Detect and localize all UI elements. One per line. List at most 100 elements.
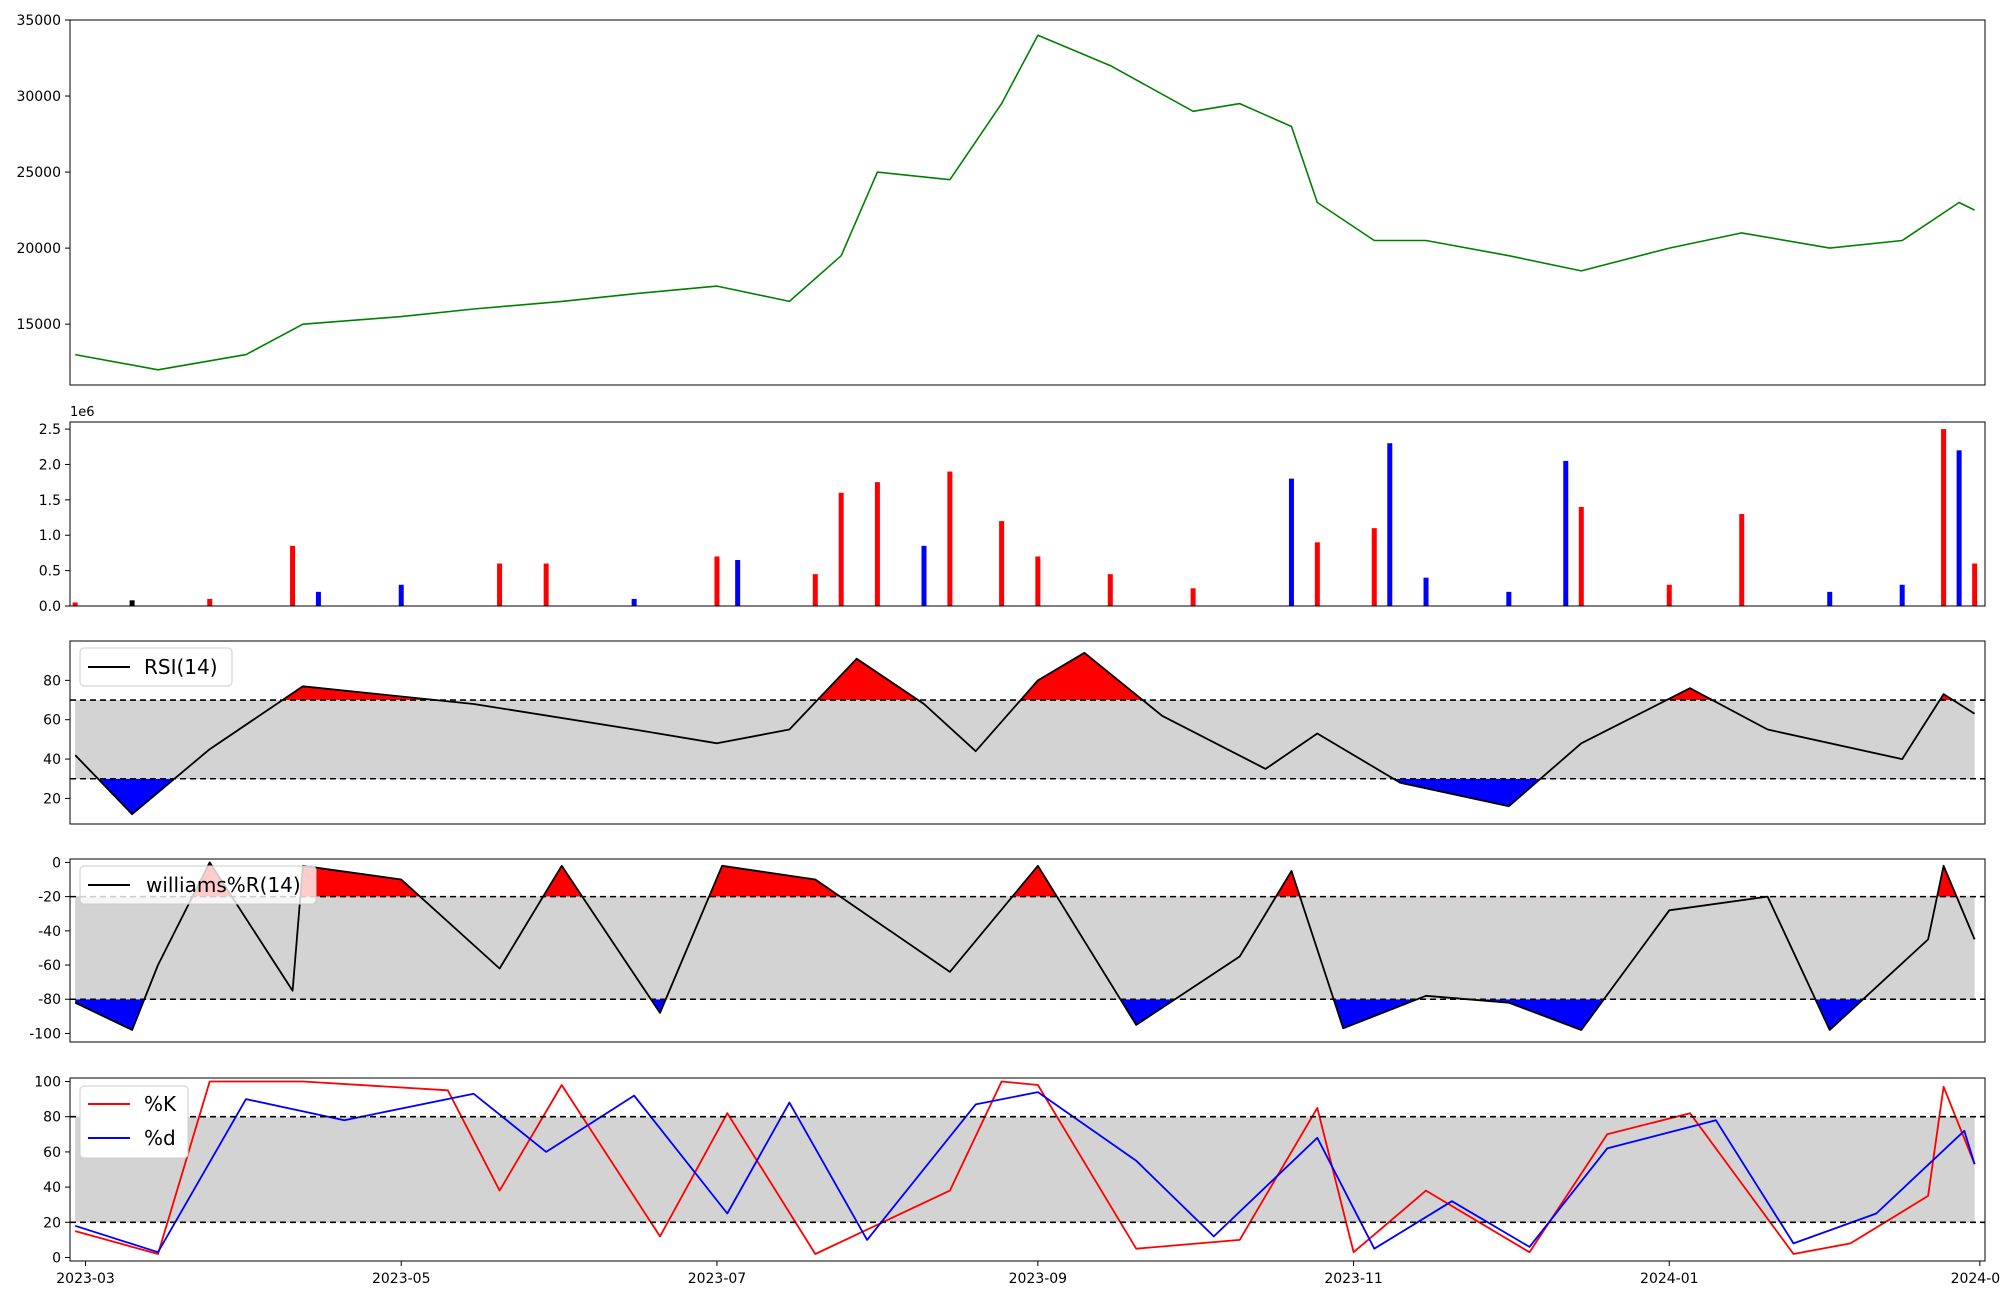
rsi-ytick-label: 40 xyxy=(43,752,61,768)
volume-bar xyxy=(398,584,404,606)
x-tick-label: 2023-11 xyxy=(1324,1271,1383,1287)
price-ytick-label: 20000 xyxy=(16,241,61,257)
stoch-ytick-label: 100 xyxy=(34,1075,61,1091)
volume-bar xyxy=(315,591,321,606)
volume-bar xyxy=(290,545,296,606)
williams-ytick-label: -60 xyxy=(38,958,61,974)
stoch-neutral-band xyxy=(75,1116,1975,1223)
volume-bar xyxy=(1506,591,1512,606)
williams-legend: williams%R(14) xyxy=(79,865,317,905)
price-line xyxy=(75,34,1975,371)
volume-bar xyxy=(1371,528,1377,606)
williams-ytick-label: 0 xyxy=(52,855,61,871)
volume-bar xyxy=(838,492,844,606)
stoch-ytick-label: 60 xyxy=(43,1145,61,1161)
williams-neutral-band xyxy=(75,896,1975,1000)
rsi-line xyxy=(74,651,1976,816)
volume-bar xyxy=(1972,563,1978,606)
volume-bar xyxy=(1956,450,1962,606)
x-tick-label: 2023-07 xyxy=(688,1271,747,1287)
stoch-k-legend-label: %K xyxy=(144,1092,177,1116)
price-panel: 15000 20000 25000 30000 35000 xyxy=(16,13,1986,386)
stoch-frame xyxy=(69,1077,1986,1262)
williams-ytick-label: -40 xyxy=(38,924,61,940)
volume-ytick-label: 0.5 xyxy=(39,564,61,580)
williams-panel: 0 -20 -40 -60 -80 -100 xyxy=(29,855,1986,1043)
volume-bar xyxy=(129,600,135,606)
rsi-legend-label: RSI(14) xyxy=(144,655,218,679)
volume-bar xyxy=(1578,506,1584,606)
volume-bar xyxy=(735,560,741,606)
williams-legend-label: williams%R(14) xyxy=(146,873,301,897)
stoch-ytick-label: 20 xyxy=(43,1215,61,1231)
rsi-overbought-fill xyxy=(282,652,1953,701)
stochastic-legend: %K %d xyxy=(79,1085,189,1159)
stoch-ytick-label: 40 xyxy=(43,1180,61,1196)
volume-bar xyxy=(497,563,503,606)
x-tick-label: 2023-09 xyxy=(1009,1271,1068,1287)
price-ytick-label: 35000 xyxy=(16,13,61,29)
williams-ytick-label: -80 xyxy=(38,992,61,1008)
x-tick-label: 2024-03 xyxy=(1951,1271,2000,1287)
volume-ytick-label: 1.0 xyxy=(39,528,61,544)
volume-bar xyxy=(999,521,1005,606)
volume-bar xyxy=(1423,577,1429,606)
volume-bar xyxy=(1190,588,1196,606)
volume-bar xyxy=(812,574,818,606)
rsi-legend-box xyxy=(79,647,233,687)
williams-ytick-label: -20 xyxy=(38,890,61,906)
volume-bar xyxy=(1827,591,1833,606)
volume-bar xyxy=(1107,574,1113,606)
volume-bar xyxy=(207,598,213,606)
rsi-neutral-band xyxy=(75,700,1975,779)
volume-bar xyxy=(1314,542,1320,606)
volume-bar xyxy=(1035,556,1041,606)
volume-ytick-label: 2.5 xyxy=(39,422,61,438)
price-ytick-label: 15000 xyxy=(16,317,61,333)
price-ytick-label: 30000 xyxy=(16,89,61,105)
x-axis-ticks: 2023-03 2023-05 2023-07 2023-09 2023-11 2024-… xyxy=(56,1261,2000,1287)
volume-bar xyxy=(1387,443,1393,606)
rsi-ytick-label: 60 xyxy=(43,713,61,729)
williams-frame xyxy=(69,858,1986,1043)
volume-bar xyxy=(947,471,953,606)
volume-bar xyxy=(1899,584,1905,606)
volume-bar xyxy=(543,563,549,606)
stoch-d-legend-label: %d xyxy=(144,1126,176,1150)
volume-ytick-label: 2.0 xyxy=(39,457,61,473)
price-frame xyxy=(69,19,1986,386)
rsi-ytick-label: 20 xyxy=(43,791,61,807)
price-ytick-label: 25000 xyxy=(16,165,61,181)
volume-ytick-label: 0.0 xyxy=(39,599,61,615)
volume-ytick-label: 1.5 xyxy=(39,493,61,509)
stoch-ytick-label: 80 xyxy=(43,1110,61,1126)
volume-bar xyxy=(921,545,927,606)
x-tick-label: 2024-01 xyxy=(1640,1271,1699,1287)
volume-bar xyxy=(631,598,637,606)
volume-bar xyxy=(874,482,880,606)
stoch-ytick-label: 0 xyxy=(52,1250,61,1266)
stoch-series-line-0 xyxy=(74,1080,1976,1255)
williams-line xyxy=(74,861,1976,1031)
rsi-oversold-fill xyxy=(75,778,1975,815)
volume-bar xyxy=(72,602,78,606)
stochastic-panel: 0 20 40 60 80 100 xyxy=(34,1075,1986,1266)
stoch-series-line-1 xyxy=(74,1091,1976,1254)
x-tick-label: 2023-05 xyxy=(372,1271,431,1287)
volume-bar xyxy=(1739,514,1745,606)
rsi-frame xyxy=(69,640,1986,825)
volume-exponent-label: 1e6 xyxy=(70,405,95,420)
williams-legend-box xyxy=(79,865,317,905)
rsi-ytick-label: 80 xyxy=(43,673,61,689)
volume-bar xyxy=(1941,429,1947,606)
volume-bar xyxy=(1288,478,1294,606)
volume-bar xyxy=(1563,460,1569,606)
rsi-legend: RSI(14) xyxy=(79,647,233,687)
volume-frame xyxy=(69,421,1986,607)
x-tick-label: 2023-03 xyxy=(56,1271,115,1287)
williams-ytick-label: -100 xyxy=(29,1026,61,1042)
volume-bar xyxy=(714,556,720,606)
williams-overbought-fill xyxy=(75,862,1975,897)
rsi-panel: 20 40 60 80 xyxy=(43,640,1986,825)
